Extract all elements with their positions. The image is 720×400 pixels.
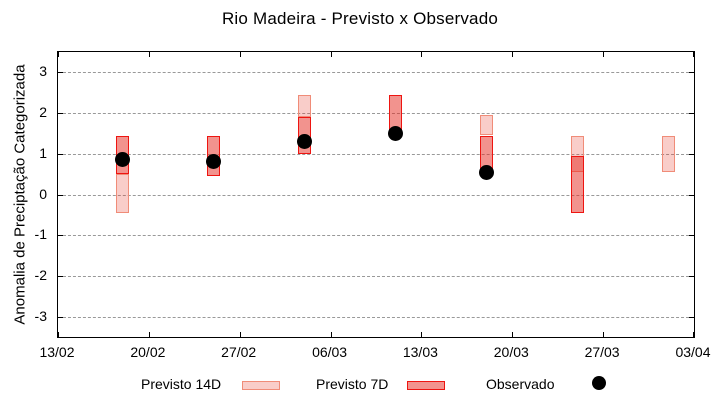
x-tick-label: 03/04 — [675, 344, 711, 360]
y-tick-mark-right — [689, 194, 694, 196]
plot-area — [57, 51, 695, 338]
x-tick-label: 06/03 — [312, 344, 348, 360]
x-tick-mark-top — [330, 52, 332, 57]
x-tick-mark-bottom — [421, 332, 423, 337]
y-tick-mark-right — [689, 113, 694, 115]
observed-point — [206, 154, 222, 170]
observed-point — [478, 164, 494, 180]
gridline — [58, 194, 694, 196]
x-tick-label: 20/03 — [493, 344, 529, 360]
observed-point — [115, 152, 131, 168]
x-tick-mark-bottom — [58, 332, 59, 337]
gridline — [58, 113, 694, 115]
forecast-14d-bar — [661, 135, 675, 173]
x-tick-mark-top — [148, 52, 150, 57]
y-tick-mark-right — [689, 72, 694, 74]
chart-title: Rio Madeira - Previsto x Observado — [221, 9, 499, 28]
legend-swatch-7d — [407, 381, 445, 390]
y-tick-mark-left — [58, 275, 63, 277]
x-tick-label: 20/02 — [130, 344, 166, 360]
forecast-14d-bar — [479, 115, 493, 136]
y-tick-label: 2 — [39, 104, 47, 121]
y-tick-mark-left — [58, 72, 63, 74]
x-tick-mark-bottom — [330, 332, 332, 337]
y-tick-mark-left — [58, 194, 63, 196]
legend-observed-dot-icon — [592, 376, 606, 390]
gridline — [58, 235, 694, 237]
y-tick-mark-left — [58, 316, 63, 318]
x-tick-label: 13/03 — [402, 344, 438, 360]
x-tick-label: 27/02 — [221, 344, 257, 360]
y-tick-mark-right — [689, 235, 694, 237]
x-tick-mark-top — [512, 52, 514, 57]
x-tick-mark-top — [58, 52, 59, 57]
y-tick-mark-right — [689, 275, 694, 277]
y-tick-label: 1 — [39, 144, 47, 161]
y-tick-label: -1 — [34, 226, 47, 243]
y-tick-mark-right — [689, 316, 694, 318]
x-tick-label: 13/02 — [39, 344, 75, 360]
gridline — [58, 72, 694, 74]
y-tick-label: 3 — [39, 63, 47, 80]
y-tick-label: 0 — [39, 185, 47, 202]
legend-label-previsto-7d: Previsto 7D — [316, 376, 389, 392]
x-tick-mark-top — [421, 52, 423, 57]
x-tick-mark-bottom — [239, 332, 241, 337]
x-tick-mark-top — [603, 52, 605, 57]
forecast-14d-bar — [298, 94, 312, 118]
x-tick-mark-bottom — [693, 332, 694, 337]
x-tick-mark-top — [693, 52, 694, 57]
x-tick-mark-bottom — [148, 332, 150, 337]
legend: Previsto 14D Previsto 7D Observado — [0, 370, 720, 398]
y-tick-label: -2 — [34, 266, 47, 283]
gridline — [58, 275, 694, 277]
legend-label-previsto-14d: Previsto 14D — [141, 376, 222, 392]
x-tick-mark-top — [239, 52, 241, 57]
legend-swatch-14d — [242, 381, 280, 390]
observed-point — [297, 134, 313, 150]
gridline — [58, 153, 694, 155]
x-tick-label: 27/03 — [584, 344, 620, 360]
y-tick-mark-left — [58, 235, 63, 237]
legend-label-observado: Observado — [486, 376, 555, 392]
y-tick-label: -3 — [34, 307, 47, 324]
forecast-7d-bar — [570, 155, 584, 213]
y-tick-mark-left — [58, 113, 63, 115]
observed-point — [388, 125, 403, 141]
forecast-14d-bar — [116, 174, 130, 213]
y-tick-mark-left — [58, 153, 63, 155]
y-tick-mark-right — [689, 153, 694, 155]
x-tick-mark-bottom — [512, 332, 514, 337]
gridline — [58, 316, 694, 318]
x-tick-mark-bottom — [603, 332, 605, 337]
